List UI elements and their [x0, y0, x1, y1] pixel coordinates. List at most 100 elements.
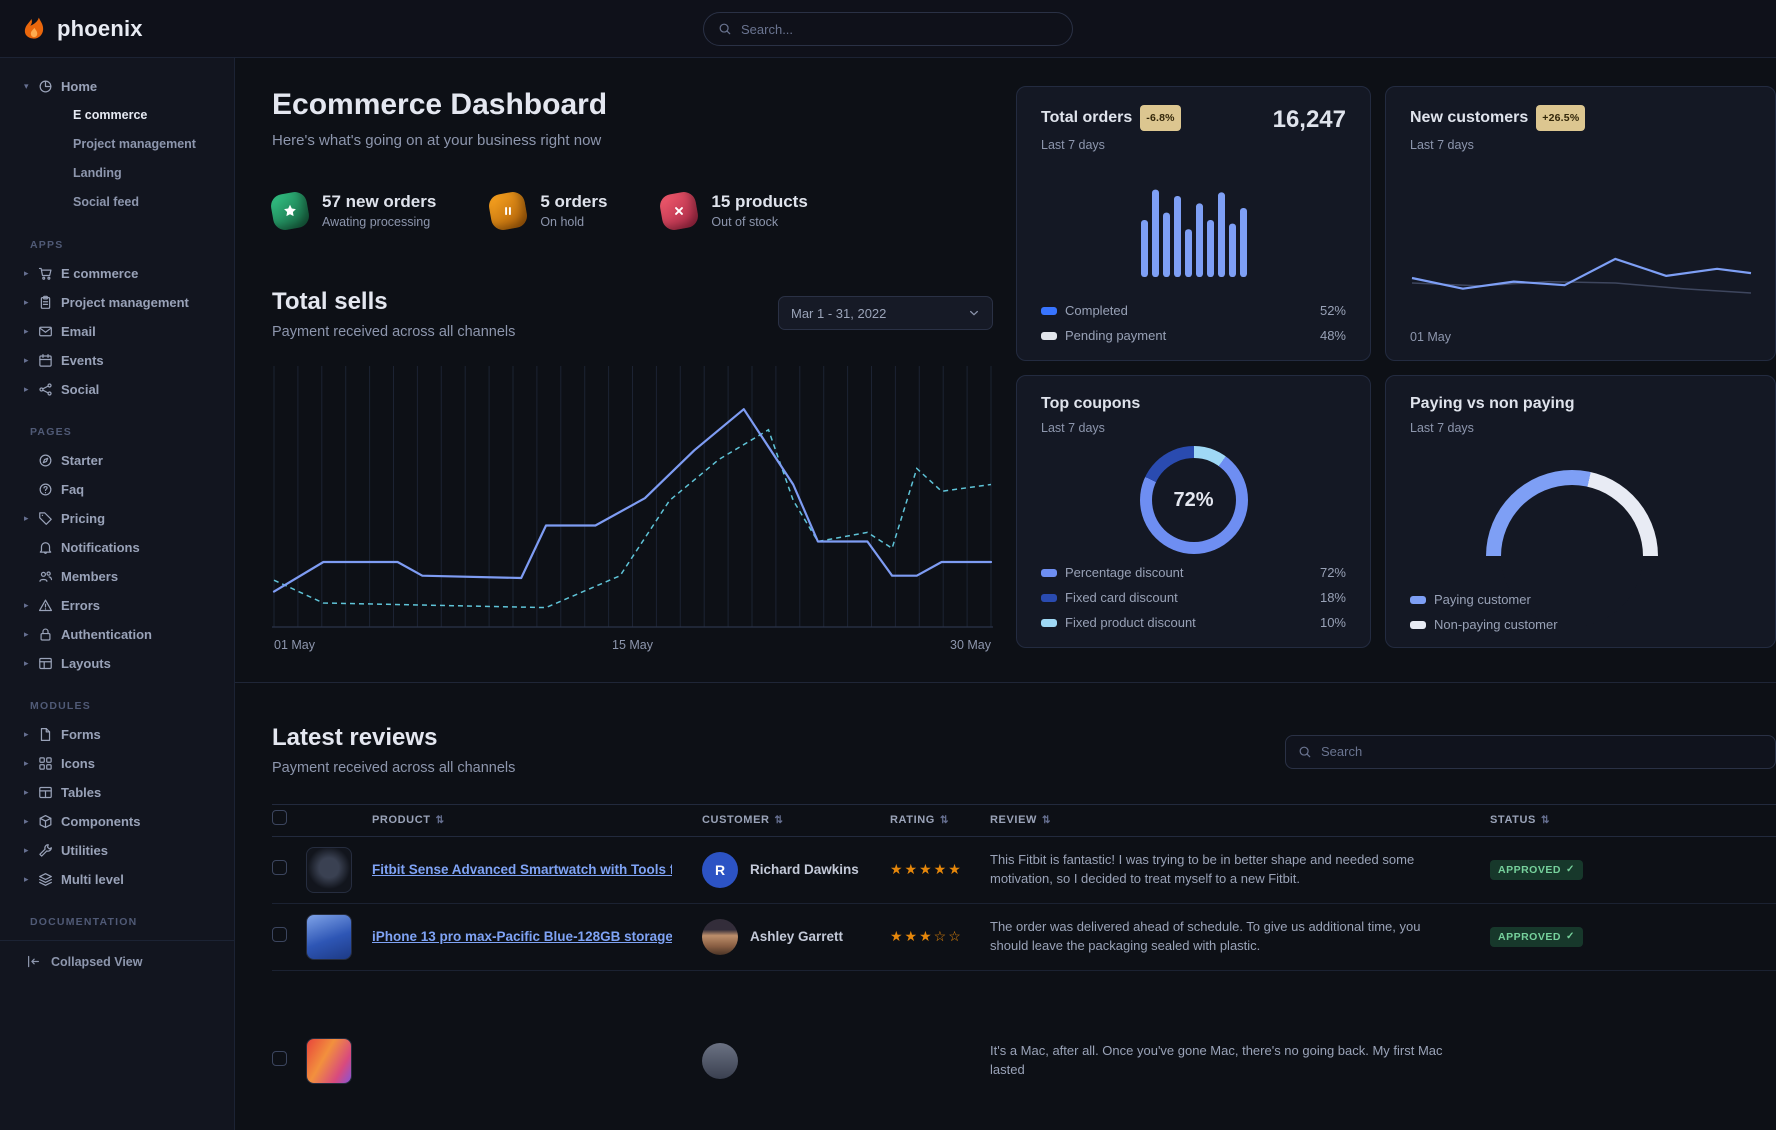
top-navbar: phoenix: [0, 0, 1776, 58]
question-icon: [38, 482, 53, 497]
sidebar-item-e-commerce[interactable]: ▸ E commerce: [0, 259, 234, 288]
share-icon: [38, 382, 53, 397]
total-orders-card: Total orders -6.8% Last 7 days 16,247 Co…: [1016, 86, 1371, 361]
legend-label: Fixed card discount: [1065, 590, 1178, 605]
sidebar-item-home[interactable]: ▾ Home: [0, 72, 234, 101]
sidebar-subitem-landing[interactable]: Landing: [73, 166, 122, 180]
sidebar-subitem-social-feed[interactable]: Social feed: [73, 195, 139, 209]
row-checkbox[interactable]: [272, 1050, 287, 1066]
sidebar-item-label: Faq: [61, 482, 85, 497]
reviews-search-input[interactable]: [1321, 744, 1763, 759]
column-header-product[interactable]: PRODUCT ⇅: [372, 814, 702, 826]
sidebar-item-social[interactable]: ▸ Social: [0, 375, 234, 404]
stat-value: 5 orders: [540, 191, 608, 211]
total-orders-bar-chart: [1140, 189, 1247, 277]
sidebar-item-label: Layouts: [61, 656, 111, 671]
stat-caption: Out of stock: [711, 214, 779, 229]
caret-icon: ▸: [24, 787, 29, 797]
sidebar-section-label-modules: MODULES: [30, 700, 91, 712]
section-divider: [235, 681, 1776, 683]
top-coupons-donut-chart: 72%: [1139, 446, 1248, 554]
column-header-status[interactable]: STATUS ⇅: [1490, 814, 1776, 826]
row-checkbox[interactable]: [272, 926, 287, 942]
stat-blob: [658, 189, 701, 232]
status-badge: APPROVED ✓: [1490, 926, 1583, 947]
total-sells-chart: [272, 365, 993, 628]
status-label: APPROVED: [1498, 863, 1561, 876]
top-coupons-period: Last 7 days: [1041, 421, 1105, 435]
sidebar-item-starter[interactable]: Starter: [0, 446, 234, 475]
review-text: This Fitbit is fantastic! I was trying t…: [990, 852, 1415, 886]
global-search[interactable]: [703, 12, 1073, 46]
column-header-review[interactable]: REVIEW ⇅: [990, 814, 1490, 826]
sidebar-item-events[interactable]: ▸ Events: [0, 346, 234, 375]
product-thumbnail[interactable]: [306, 1037, 352, 1084]
row-checkbox[interactable]: [272, 859, 287, 875]
caret-icon: ▸: [24, 758, 29, 768]
legend-swatch: [1041, 618, 1057, 627]
select-all-checkbox[interactable]: [272, 810, 287, 825]
summary-cards: Total orders -6.8% Last 7 days 16,247 Co…: [1016, 86, 1776, 652]
column-label: RATING: [890, 814, 935, 826]
check-icon: ✓: [1565, 864, 1575, 875]
stat-value: 15 products: [711, 191, 808, 211]
date-range-select[interactable]: Mar 1 - 31, 2022: [778, 296, 993, 330]
brand-name: phoenix: [57, 15, 143, 41]
sidebar-item-label: Social: [61, 382, 100, 397]
status-badge: APPROVED ✓: [1490, 859, 1583, 880]
chevron-down-icon: [968, 307, 980, 319]
legend-label: Percentage discount: [1065, 565, 1184, 580]
sidebar-item-email[interactable]: ▸ Email: [0, 317, 234, 346]
rating-stars: ★★★☆☆: [890, 927, 963, 944]
sidebar-item-label: Members: [61, 569, 119, 584]
sidebar-item-multi-level[interactable]: ▸ Multi level: [0, 865, 234, 894]
column-header-customer[interactable]: CUSTOMER ⇅: [702, 814, 890, 826]
caret-icon: ▸: [24, 326, 29, 336]
product-thumbnail[interactable]: [306, 846, 352, 893]
sidebar-item-icons[interactable]: ▸ Icons: [0, 749, 234, 778]
sidebar-item-label: Events: [61, 353, 104, 368]
customer-avatar: R: [702, 851, 738, 888]
caret-icon: ▸: [24, 600, 29, 610]
new-customers-delta-badge: +26.5%: [1536, 105, 1586, 131]
main-content: Ecommerce Dashboard Here's what's going …: [235, 58, 1776, 1130]
sidebar-item-errors[interactable]: ▸ Errors: [0, 591, 234, 620]
sidebar-item-label: Authentication: [61, 627, 152, 642]
reviews-search[interactable]: [1285, 734, 1776, 769]
sort-icon: ⇅: [774, 814, 784, 826]
file-icon: [38, 727, 53, 742]
sidebar-subitem-project-management[interactable]: Project management: [73, 137, 196, 151]
product-thumbnail[interactable]: [306, 913, 352, 960]
total-orders-period: Last 7 days: [1041, 138, 1105, 152]
collapse-sidebar-toggle[interactable]: Collapsed View: [0, 940, 234, 982]
sidebar-item-faq[interactable]: Faq: [0, 475, 234, 504]
sidebar-item-utilities[interactable]: ▸ Utilities: [0, 836, 234, 865]
brand-logo[interactable]: phoenix: [20, 15, 143, 43]
paying-title: Paying vs non paying: [1410, 395, 1575, 412]
sidebar-item-label: Home: [61, 79, 98, 94]
sidebar-item-authentication[interactable]: ▸ Authentication: [0, 620, 234, 649]
reviews-table-header: PRODUCT ⇅ CUSTOMER ⇅ RATING ⇅ REVIEW ⇅ STATUS ⇅: [272, 803, 1776, 837]
global-search-input[interactable]: [741, 21, 1058, 37]
sidebar-subitem-e-commerce[interactable]: E commerce: [73, 108, 148, 122]
stat-awating-processing: 57 new orders Awating processing: [269, 189, 436, 232]
latest-reviews-subtitle: Payment received across all channels: [272, 759, 516, 776]
gauge-hole: [1501, 485, 1643, 627]
sidebar-item-forms[interactable]: ▸ Forms: [0, 720, 234, 749]
sidebar-item-layouts[interactable]: ▸ Layouts: [0, 649, 234, 678]
users-icon: [38, 569, 53, 584]
sidebar-item-project-management[interactable]: ▸ Project management: [0, 288, 234, 317]
sidebar-item-pricing[interactable]: ▸ Pricing: [0, 504, 234, 533]
product-link[interactable]: iPhone 13 pro max-Pacific Blue-128GB sto…: [372, 929, 672, 944]
stat-caption: Awating processing: [322, 214, 431, 229]
product-link[interactable]: Fitbit Sense Advanced Smartwatch with To…: [372, 862, 672, 877]
latest-reviews-title: Latest reviews: [272, 723, 438, 751]
sidebar-item-notifications[interactable]: Notifications: [0, 533, 234, 562]
sidebar-item-members[interactable]: Members: [0, 562, 234, 591]
column-header-rating[interactable]: RATING ⇅: [890, 814, 990, 826]
sidebar-item-components[interactable]: ▸ Components: [0, 807, 234, 836]
sidebar-item-tables[interactable]: ▸ Tables: [0, 778, 234, 807]
legend-swatch: [1041, 331, 1057, 340]
new-customers-title: New customers: [1410, 109, 1529, 126]
legend-label: Pending payment: [1065, 328, 1167, 343]
